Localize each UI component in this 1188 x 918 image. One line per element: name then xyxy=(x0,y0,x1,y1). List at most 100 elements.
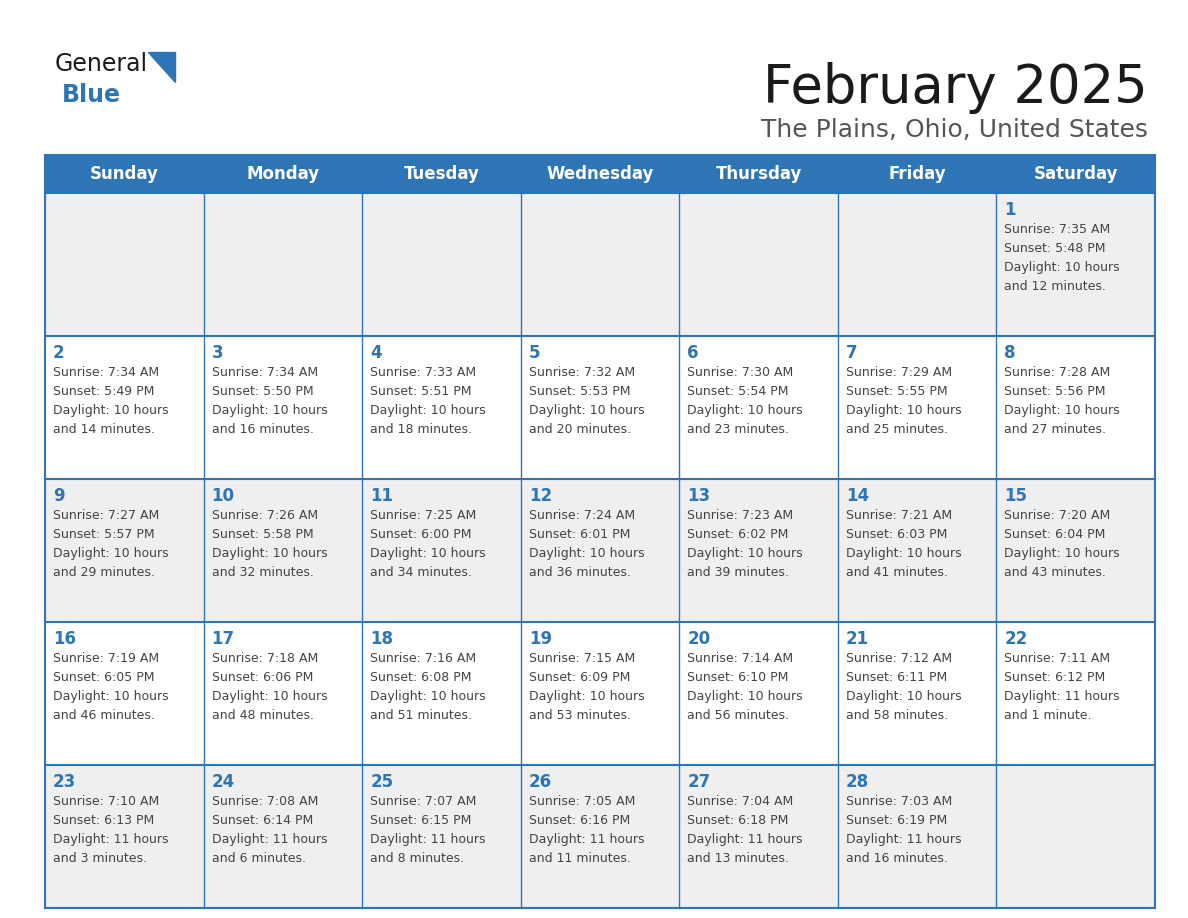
Text: 23: 23 xyxy=(53,773,76,791)
Text: 10: 10 xyxy=(211,487,234,505)
Text: Sunrise: 7:24 AM
Sunset: 6:01 PM
Daylight: 10 hours
and 36 minutes.: Sunrise: 7:24 AM Sunset: 6:01 PM Dayligh… xyxy=(529,509,644,579)
Text: Sunrise: 7:28 AM
Sunset: 5:56 PM
Daylight: 10 hours
and 27 minutes.: Sunrise: 7:28 AM Sunset: 5:56 PM Dayligh… xyxy=(1004,366,1120,436)
Bar xyxy=(362,622,520,765)
Text: Sunrise: 7:35 AM
Sunset: 5:48 PM
Daylight: 10 hours
and 12 minutes.: Sunrise: 7:35 AM Sunset: 5:48 PM Dayligh… xyxy=(1004,223,1120,293)
Text: Sunrise: 7:27 AM
Sunset: 5:57 PM
Daylight: 10 hours
and 29 minutes.: Sunrise: 7:27 AM Sunset: 5:57 PM Dayligh… xyxy=(53,509,169,579)
Text: Sunrise: 7:16 AM
Sunset: 6:08 PM
Daylight: 10 hours
and 51 minutes.: Sunrise: 7:16 AM Sunset: 6:08 PM Dayligh… xyxy=(371,652,486,722)
Text: The Plains, Ohio, United States: The Plains, Ohio, United States xyxy=(762,118,1148,142)
Text: Sunday: Sunday xyxy=(90,165,159,183)
Text: Sunrise: 7:26 AM
Sunset: 5:58 PM
Daylight: 10 hours
and 32 minutes.: Sunrise: 7:26 AM Sunset: 5:58 PM Dayligh… xyxy=(211,509,327,579)
Bar xyxy=(997,765,1155,908)
Bar xyxy=(45,622,203,765)
Text: Sunrise: 7:04 AM
Sunset: 6:18 PM
Daylight: 11 hours
and 13 minutes.: Sunrise: 7:04 AM Sunset: 6:18 PM Dayligh… xyxy=(688,795,803,865)
Text: Sunrise: 7:10 AM
Sunset: 6:13 PM
Daylight: 11 hours
and 3 minutes.: Sunrise: 7:10 AM Sunset: 6:13 PM Dayligh… xyxy=(53,795,169,865)
Bar xyxy=(203,622,362,765)
Bar xyxy=(680,193,838,336)
Text: Saturday: Saturday xyxy=(1034,165,1118,183)
Text: 21: 21 xyxy=(846,630,868,648)
Text: 19: 19 xyxy=(529,630,552,648)
Text: Thursday: Thursday xyxy=(715,165,802,183)
Text: Sunrise: 7:21 AM
Sunset: 6:03 PM
Daylight: 10 hours
and 41 minutes.: Sunrise: 7:21 AM Sunset: 6:03 PM Dayligh… xyxy=(846,509,961,579)
Bar xyxy=(838,765,997,908)
Text: 25: 25 xyxy=(371,773,393,791)
Bar xyxy=(203,765,362,908)
Text: Sunrise: 7:23 AM
Sunset: 6:02 PM
Daylight: 10 hours
and 39 minutes.: Sunrise: 7:23 AM Sunset: 6:02 PM Dayligh… xyxy=(688,509,803,579)
Bar xyxy=(680,479,838,622)
Text: 17: 17 xyxy=(211,630,235,648)
Bar xyxy=(520,622,680,765)
Text: 6: 6 xyxy=(688,344,699,362)
Text: 16: 16 xyxy=(53,630,76,648)
Text: Blue: Blue xyxy=(62,83,121,107)
Bar xyxy=(45,479,203,622)
Bar xyxy=(997,336,1155,479)
Text: 24: 24 xyxy=(211,773,235,791)
Bar xyxy=(838,336,997,479)
Text: Sunrise: 7:29 AM
Sunset: 5:55 PM
Daylight: 10 hours
and 25 minutes.: Sunrise: 7:29 AM Sunset: 5:55 PM Dayligh… xyxy=(846,366,961,436)
Text: Tuesday: Tuesday xyxy=(404,165,480,183)
Text: Sunrise: 7:14 AM
Sunset: 6:10 PM
Daylight: 10 hours
and 56 minutes.: Sunrise: 7:14 AM Sunset: 6:10 PM Dayligh… xyxy=(688,652,803,722)
Text: 18: 18 xyxy=(371,630,393,648)
Bar xyxy=(680,622,838,765)
Bar xyxy=(838,193,997,336)
Bar xyxy=(203,479,362,622)
Text: 15: 15 xyxy=(1004,487,1028,505)
Bar xyxy=(45,765,203,908)
Text: 1: 1 xyxy=(1004,201,1016,219)
Text: 20: 20 xyxy=(688,630,710,648)
Text: Sunrise: 7:30 AM
Sunset: 5:54 PM
Daylight: 10 hours
and 23 minutes.: Sunrise: 7:30 AM Sunset: 5:54 PM Dayligh… xyxy=(688,366,803,436)
Text: Friday: Friday xyxy=(889,165,946,183)
Text: Wednesday: Wednesday xyxy=(546,165,653,183)
Text: Sunrise: 7:15 AM
Sunset: 6:09 PM
Daylight: 10 hours
and 53 minutes.: Sunrise: 7:15 AM Sunset: 6:09 PM Dayligh… xyxy=(529,652,644,722)
Bar xyxy=(45,336,203,479)
Text: Monday: Monday xyxy=(246,165,320,183)
Bar xyxy=(838,622,997,765)
Text: Sunrise: 7:33 AM
Sunset: 5:51 PM
Daylight: 10 hours
and 18 minutes.: Sunrise: 7:33 AM Sunset: 5:51 PM Dayligh… xyxy=(371,366,486,436)
Text: 12: 12 xyxy=(529,487,552,505)
Bar xyxy=(838,479,997,622)
Text: 26: 26 xyxy=(529,773,552,791)
Text: Sunrise: 7:05 AM
Sunset: 6:16 PM
Daylight: 11 hours
and 11 minutes.: Sunrise: 7:05 AM Sunset: 6:16 PM Dayligh… xyxy=(529,795,644,865)
Text: Sunrise: 7:25 AM
Sunset: 6:00 PM
Daylight: 10 hours
and 34 minutes.: Sunrise: 7:25 AM Sunset: 6:00 PM Dayligh… xyxy=(371,509,486,579)
Bar xyxy=(362,336,520,479)
Bar xyxy=(203,336,362,479)
Text: 9: 9 xyxy=(53,487,64,505)
Text: 3: 3 xyxy=(211,344,223,362)
Text: 7: 7 xyxy=(846,344,858,362)
Text: 14: 14 xyxy=(846,487,868,505)
Bar xyxy=(520,765,680,908)
Text: Sunrise: 7:32 AM
Sunset: 5:53 PM
Daylight: 10 hours
and 20 minutes.: Sunrise: 7:32 AM Sunset: 5:53 PM Dayligh… xyxy=(529,366,644,436)
Text: 22: 22 xyxy=(1004,630,1028,648)
Text: 28: 28 xyxy=(846,773,868,791)
Text: Sunrise: 7:19 AM
Sunset: 6:05 PM
Daylight: 10 hours
and 46 minutes.: Sunrise: 7:19 AM Sunset: 6:05 PM Dayligh… xyxy=(53,652,169,722)
Bar xyxy=(997,193,1155,336)
Text: 8: 8 xyxy=(1004,344,1016,362)
Bar xyxy=(362,765,520,908)
Text: Sunrise: 7:12 AM
Sunset: 6:11 PM
Daylight: 10 hours
and 58 minutes.: Sunrise: 7:12 AM Sunset: 6:11 PM Dayligh… xyxy=(846,652,961,722)
Polygon shape xyxy=(148,52,175,82)
Bar xyxy=(997,622,1155,765)
Text: February 2025: February 2025 xyxy=(763,62,1148,114)
Text: Sunrise: 7:18 AM
Sunset: 6:06 PM
Daylight: 10 hours
and 48 minutes.: Sunrise: 7:18 AM Sunset: 6:06 PM Dayligh… xyxy=(211,652,327,722)
Bar xyxy=(203,193,362,336)
Bar xyxy=(997,479,1155,622)
Text: Sunrise: 7:08 AM
Sunset: 6:14 PM
Daylight: 11 hours
and 6 minutes.: Sunrise: 7:08 AM Sunset: 6:14 PM Dayligh… xyxy=(211,795,327,865)
Bar xyxy=(45,193,203,336)
Text: 5: 5 xyxy=(529,344,541,362)
Text: Sunrise: 7:34 AM
Sunset: 5:50 PM
Daylight: 10 hours
and 16 minutes.: Sunrise: 7:34 AM Sunset: 5:50 PM Dayligh… xyxy=(211,366,327,436)
Bar xyxy=(520,479,680,622)
Text: Sunrise: 7:03 AM
Sunset: 6:19 PM
Daylight: 11 hours
and 16 minutes.: Sunrise: 7:03 AM Sunset: 6:19 PM Dayligh… xyxy=(846,795,961,865)
Text: 13: 13 xyxy=(688,487,710,505)
Bar xyxy=(45,155,1155,193)
Text: 11: 11 xyxy=(371,487,393,505)
Text: Sunrise: 7:34 AM
Sunset: 5:49 PM
Daylight: 10 hours
and 14 minutes.: Sunrise: 7:34 AM Sunset: 5:49 PM Dayligh… xyxy=(53,366,169,436)
Bar xyxy=(680,765,838,908)
Bar xyxy=(362,479,520,622)
Text: Sunrise: 7:11 AM
Sunset: 6:12 PM
Daylight: 11 hours
and 1 minute.: Sunrise: 7:11 AM Sunset: 6:12 PM Dayligh… xyxy=(1004,652,1120,722)
Text: 2: 2 xyxy=(53,344,64,362)
Bar xyxy=(680,336,838,479)
Text: Sunrise: 7:07 AM
Sunset: 6:15 PM
Daylight: 11 hours
and 8 minutes.: Sunrise: 7:07 AM Sunset: 6:15 PM Dayligh… xyxy=(371,795,486,865)
Bar xyxy=(520,336,680,479)
Text: 27: 27 xyxy=(688,773,710,791)
Bar xyxy=(520,193,680,336)
